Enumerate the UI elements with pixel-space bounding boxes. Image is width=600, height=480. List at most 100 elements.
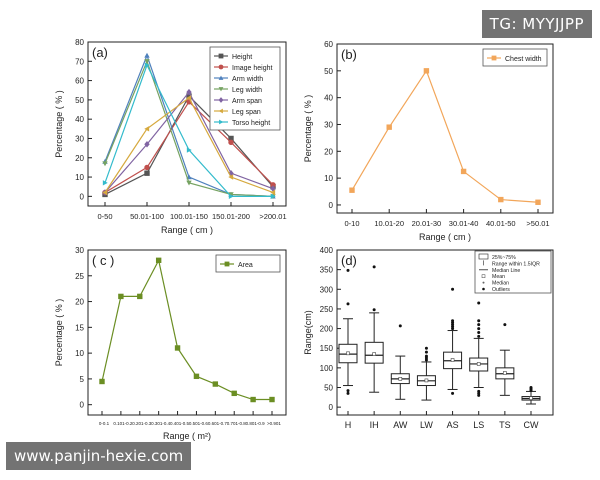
data-point xyxy=(270,182,276,188)
x-tick-label: 0.101-0.2 xyxy=(113,421,133,426)
data-point xyxy=(228,139,234,146)
watermark-bottom: www.panjin-hexie.com xyxy=(6,442,192,470)
data-point xyxy=(102,189,108,196)
x-tick-label: AS xyxy=(447,420,459,430)
y-tick-label: 15 xyxy=(75,323,84,332)
x-tick-label: 20.01-30 xyxy=(412,219,442,228)
y-tick-label: 0 xyxy=(80,401,85,410)
data-point xyxy=(155,257,162,264)
data-point xyxy=(231,390,237,397)
mean-marker xyxy=(372,352,376,356)
data-point xyxy=(144,62,150,68)
x-tick-label: 150.01-200 xyxy=(212,212,250,221)
y-tick-label: 80 xyxy=(75,38,84,47)
panel-label: ( c ) xyxy=(92,253,114,268)
panel-label: (d) xyxy=(341,253,357,268)
x-axis-title: Range ( cm ) xyxy=(161,225,213,235)
data-point xyxy=(186,180,192,186)
outlier xyxy=(424,346,428,350)
outlier xyxy=(372,265,376,269)
y-tick-label: 50 xyxy=(324,67,333,76)
x-tick-label: H xyxy=(345,420,352,430)
y-tick-label: 50 xyxy=(75,96,84,105)
legend-marker xyxy=(218,108,223,114)
legend-marker xyxy=(224,261,230,267)
y-tick-label: 50 xyxy=(324,384,333,393)
outlier xyxy=(346,389,350,393)
data-point xyxy=(460,168,467,175)
data-point xyxy=(423,68,430,74)
data-point xyxy=(498,196,504,203)
series-line xyxy=(351,69,539,203)
data-point xyxy=(193,373,200,380)
legend-marker xyxy=(218,53,224,59)
data-point xyxy=(535,199,541,205)
series-line xyxy=(101,258,272,401)
y-tick-label: 100 xyxy=(320,364,334,373)
legend-marker xyxy=(219,119,224,125)
x-tick-label: 50.01-100 xyxy=(130,212,164,221)
y-tick-label: 250 xyxy=(320,305,334,314)
x-tick-label: 0-0.1 xyxy=(99,421,110,426)
x-axis-title: Range ( m²) xyxy=(163,431,211,441)
outlier xyxy=(477,319,481,323)
mean-marker xyxy=(503,371,507,375)
y-tick-label: 40 xyxy=(324,94,333,103)
y-tick-label: 70 xyxy=(75,57,84,66)
plot-frame-0 xyxy=(87,41,287,207)
y-axis-title: Percentage ( % ) xyxy=(54,299,64,367)
data-point xyxy=(174,345,181,351)
outlier xyxy=(477,331,481,334)
mean-marker xyxy=(424,378,429,383)
outlier xyxy=(451,287,455,291)
data-point xyxy=(269,396,275,403)
x-tick-label: 0.501-0.6 xyxy=(189,421,209,426)
y-tick-label: 20 xyxy=(75,298,84,307)
x-tick-label: LW xyxy=(420,420,433,430)
y-tick-label: 200 xyxy=(320,325,334,334)
x-tick-label: 0-50 xyxy=(97,212,112,221)
outlier xyxy=(529,386,533,389)
plot-frame-3 xyxy=(336,249,554,416)
y-tick-label: 400 xyxy=(320,246,334,255)
outlier xyxy=(451,391,455,395)
data-point xyxy=(212,381,219,387)
outlier xyxy=(477,301,481,305)
x-axis-title: Range ( cm ) xyxy=(419,232,471,242)
legend-marker xyxy=(491,55,497,61)
mean-marker xyxy=(450,358,455,362)
y-tick-label: 20 xyxy=(75,154,84,163)
legend-label: Chest width xyxy=(505,56,542,63)
x-tick-label: TS xyxy=(499,420,511,430)
y-tick-label: 30 xyxy=(75,134,84,143)
legend-label: Height xyxy=(232,54,252,61)
data-point xyxy=(228,193,234,200)
y-tick-label: 0 xyxy=(80,192,85,201)
legend-mean-icon xyxy=(481,274,486,278)
mean-marker xyxy=(529,396,533,400)
data-point xyxy=(228,169,234,177)
data-point xyxy=(144,141,150,148)
y-tick-label: 0 xyxy=(329,201,334,210)
data-point xyxy=(186,93,192,99)
x-tick-label: CW xyxy=(524,420,539,430)
x-tick-label: LS xyxy=(473,420,484,430)
legend-label: 25%~75% xyxy=(492,255,516,261)
legend-box xyxy=(215,254,281,273)
data-point xyxy=(144,126,150,132)
data-point xyxy=(186,147,192,153)
x-tick-label: 0.301-0.4 xyxy=(151,421,171,426)
legend-label: Arm width xyxy=(232,76,263,83)
data-point xyxy=(228,135,234,142)
outlier xyxy=(346,268,350,272)
legend-label: Leg width xyxy=(232,87,262,94)
outlier xyxy=(398,324,402,328)
y-tick-label: 60 xyxy=(324,40,333,49)
outlier xyxy=(477,334,481,338)
mean-marker xyxy=(398,377,403,381)
outlier xyxy=(477,327,481,331)
data-point xyxy=(118,293,124,300)
outlier xyxy=(346,302,350,306)
data-point xyxy=(144,59,150,64)
